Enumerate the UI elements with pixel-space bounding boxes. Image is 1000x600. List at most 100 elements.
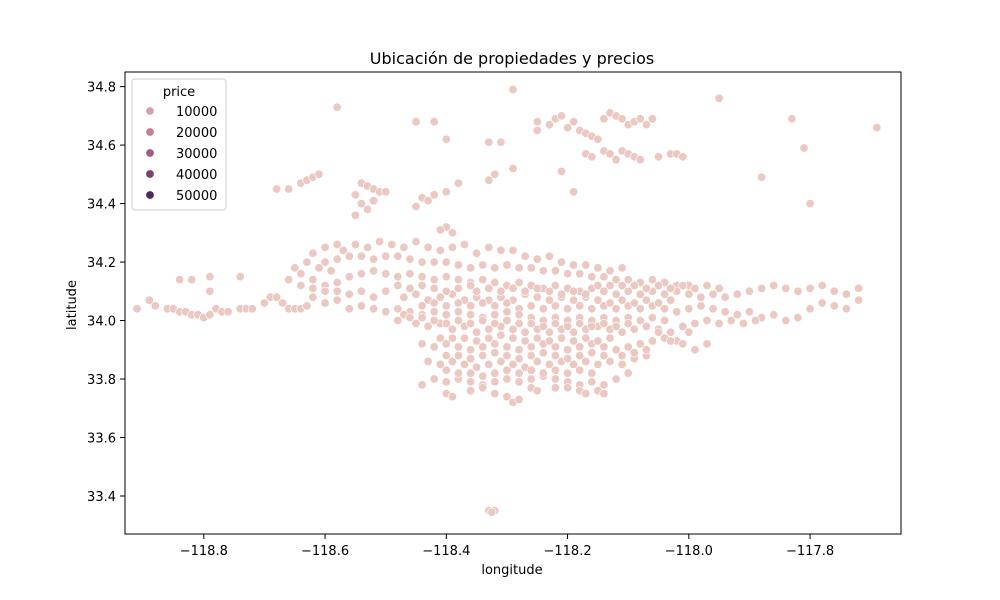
data-point [769,310,779,320]
points-layer [132,85,882,517]
data-point [635,339,645,349]
data-point [496,286,506,296]
data-point [405,269,415,279]
data-point [629,280,639,290]
data-point [308,283,318,293]
data-point [532,283,542,293]
data-point [296,269,306,279]
data-point [423,356,433,366]
data-point [502,365,512,375]
y-tick-label: 34.0 [87,315,116,330]
data-point [617,295,627,305]
data-point [569,359,579,369]
data-point [641,283,651,293]
data-point [417,313,427,323]
data-point [841,304,851,314]
data-point [757,172,767,182]
data-point [284,275,294,285]
data-point [805,304,815,314]
data-point [453,368,463,378]
data-point [550,301,560,311]
data-point [417,257,427,267]
data-point [350,210,360,220]
data-point [308,275,318,285]
data-point [514,354,524,364]
y-tick-label: 33.8 [87,373,116,388]
data-point [750,315,760,325]
data-point [435,245,445,255]
data-point [423,321,433,331]
data-point [496,137,506,147]
data-point [647,336,657,346]
data-point [817,298,827,308]
data-point [575,365,585,375]
data-point [611,321,621,331]
data-point [320,286,330,296]
data-point [569,187,579,197]
legend-marker [145,190,155,200]
data-point [538,321,548,331]
data-point [611,289,621,299]
data-point [872,123,882,133]
data-point [708,289,718,299]
data-point [441,187,451,197]
data-point [484,175,494,185]
data-point [544,336,554,346]
data-point [435,292,445,302]
data-point [678,339,688,349]
data-point [478,260,488,270]
data-point [726,315,736,325]
data-point [284,184,294,194]
data-point [641,345,651,355]
data-point [369,266,379,276]
data-point [429,374,439,384]
data-point [702,315,712,325]
data-point [556,257,566,267]
data-point [599,286,609,296]
data-point [799,143,809,153]
data-point [453,351,463,361]
data-point [466,310,476,320]
data-point [296,280,306,290]
legend-marker [145,169,155,179]
x-tick-label: −118.0 [665,544,713,559]
data-point [466,386,476,396]
data-point [666,327,676,337]
data-point [490,277,500,287]
data-point [556,289,566,299]
data-point [544,120,554,130]
y-tick-label: 34.4 [87,198,116,213]
data-point [805,283,815,293]
data-point [369,304,379,314]
data-point [611,275,621,285]
data-point [332,295,342,305]
data-point [514,310,524,320]
data-point [478,342,488,352]
data-point [453,260,463,270]
data-point [550,280,560,290]
data-point [466,280,476,290]
x-tick-label: −118.6 [301,544,349,559]
data-point [653,280,663,290]
data-point [466,354,476,364]
data-point [708,304,718,314]
data-point [411,117,421,127]
data-point [393,315,403,325]
data-point [502,351,512,361]
data-point [581,389,591,399]
data-point [550,351,560,361]
data-point [369,254,379,264]
data-point [472,336,482,346]
data-point [393,251,403,261]
data-point [787,114,797,124]
data-point [538,368,548,378]
data-point [581,289,591,299]
data-point [453,283,463,293]
data-point [781,283,791,293]
data-point [429,342,439,352]
data-point [405,254,415,264]
data-point [356,286,366,296]
data-point [466,318,476,328]
legend-marker [145,127,155,137]
